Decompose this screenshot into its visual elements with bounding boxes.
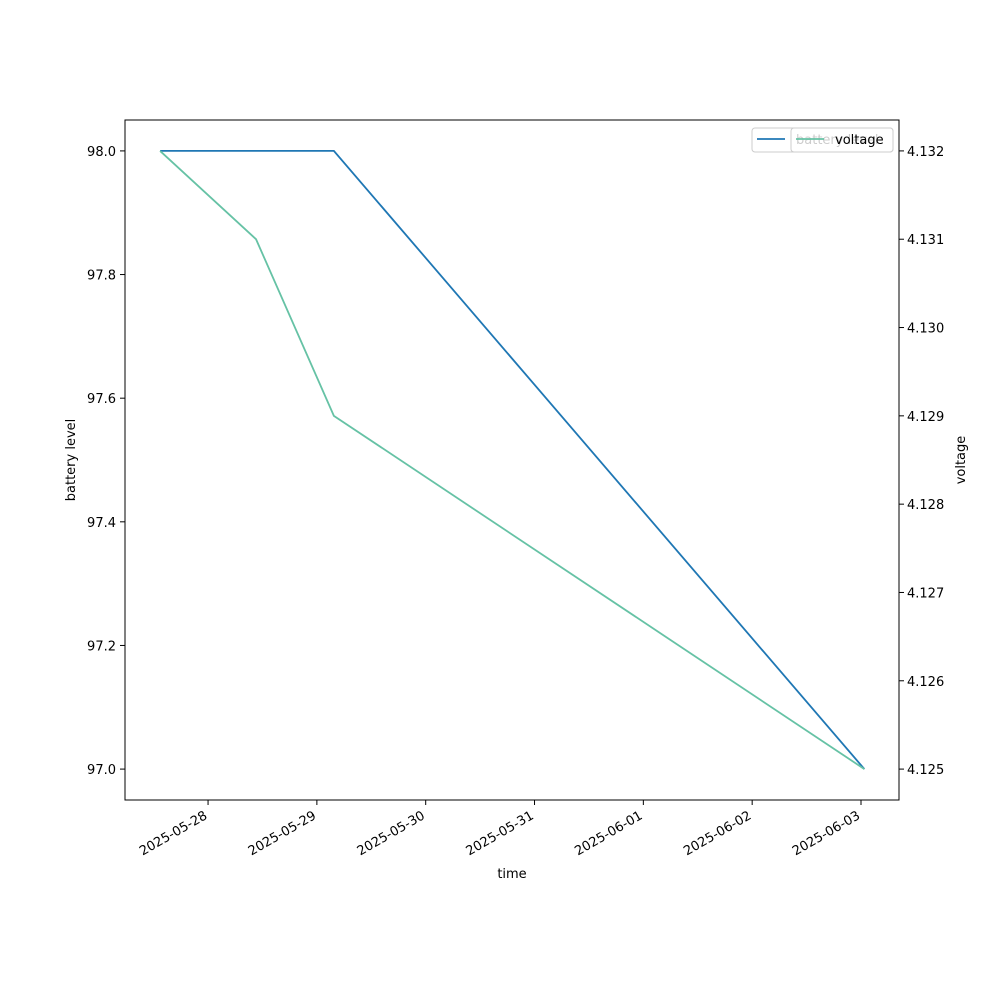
y2-tick-label: 4.127: [907, 586, 944, 601]
y2-tick-label: 4.130: [907, 322, 944, 337]
x-tick-label: 2025-06-01: [572, 808, 645, 859]
y2-tick-label: 4.131: [907, 233, 944, 248]
y-tick-label: 97.8: [87, 269, 116, 284]
legend-box: [790, 127, 894, 153]
y-tick-label: 98.0: [87, 145, 116, 160]
x-tick-label: 2025-05-31: [464, 808, 537, 859]
y-tick-label: 97.2: [87, 639, 116, 654]
y2-tick-label: 4.132: [907, 145, 944, 160]
x-tick-label: 2025-06-02: [681, 808, 754, 859]
y-axis-label: battery level: [64, 419, 79, 502]
x-tick-label: 2025-06-03: [790, 808, 863, 859]
y2-tick-label: 4.126: [907, 675, 944, 690]
x-tick-label: 2025-05-29: [246, 808, 319, 859]
plot-frame: [124, 119, 900, 801]
x-axis-label: time: [497, 867, 526, 882]
y2-tick-label: 4.128: [907, 498, 944, 513]
x-tick-label: 2025-05-28: [137, 808, 210, 859]
y2-tick-label: 4.125: [907, 763, 944, 778]
y-tick-label: 97.6: [87, 392, 116, 407]
y-tick-label: 97.4: [87, 516, 116, 531]
series-line: [160, 150, 866, 770]
y-tick-label: 97.0: [87, 763, 116, 778]
y2-tick-label: 4.129: [907, 410, 944, 425]
legend-label: voltage: [835, 133, 884, 148]
x-tick-label: 2025-05-30: [355, 808, 428, 859]
legend: voltage: [790, 127, 894, 153]
y2-axis-label: voltage: [954, 436, 969, 485]
series-line: [159, 150, 865, 770]
